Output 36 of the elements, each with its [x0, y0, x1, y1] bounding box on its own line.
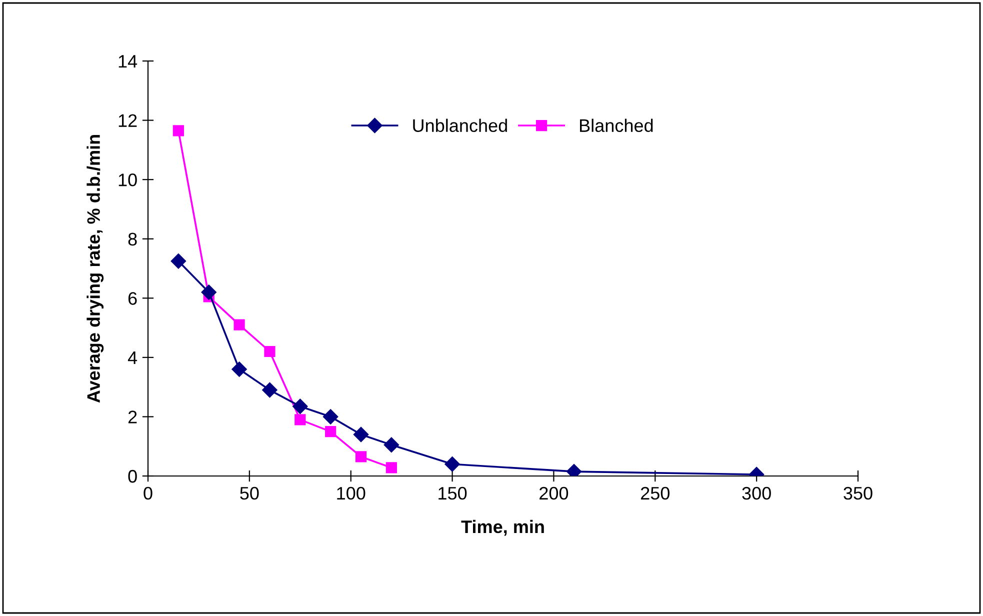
point	[234, 319, 245, 330]
point	[264, 346, 276, 358]
legend-label: Blanched	[580, 118, 653, 132]
point	[262, 382, 278, 398]
point	[294, 414, 306, 426]
point	[355, 451, 367, 462]
y-tick-label: 8	[128, 232, 137, 246]
point	[323, 409, 338, 424]
point	[172, 125, 184, 136]
legend-label: Unblanched	[413, 118, 507, 132]
point	[292, 398, 308, 414]
x-tick-label: 250	[640, 486, 670, 500]
y-axis-title: Average drying rate, % d.b./min	[86, 135, 104, 403]
point	[201, 284, 216, 300]
y-tick-label: 2	[128, 410, 137, 424]
x-tick-label: 350	[844, 486, 872, 500]
point	[325, 426, 336, 438]
y-tick-label: 10	[118, 174, 137, 186]
point	[444, 456, 460, 472]
y-tick-label: 14	[118, 55, 138, 68]
x-axis-title: Time, min	[461, 520, 544, 536]
y-tick-label: 4	[128, 352, 138, 364]
x-tick-label: 50	[240, 486, 259, 500]
x-tick-label: 0	[144, 486, 152, 500]
point	[384, 437, 399, 452]
x-tick-label: 150	[438, 486, 467, 500]
y-tick-label: 6	[128, 292, 137, 305]
y-tick-label: 12	[118, 114, 137, 127]
x-tick-label: 100	[337, 486, 366, 500]
point	[353, 426, 369, 442]
point	[386, 462, 397, 474]
x-tick-label: 200	[540, 486, 568, 500]
point	[232, 362, 247, 377]
x-tick-label: 300	[742, 486, 771, 500]
y-tick-label: 0	[128, 470, 137, 483]
point	[170, 254, 186, 269]
